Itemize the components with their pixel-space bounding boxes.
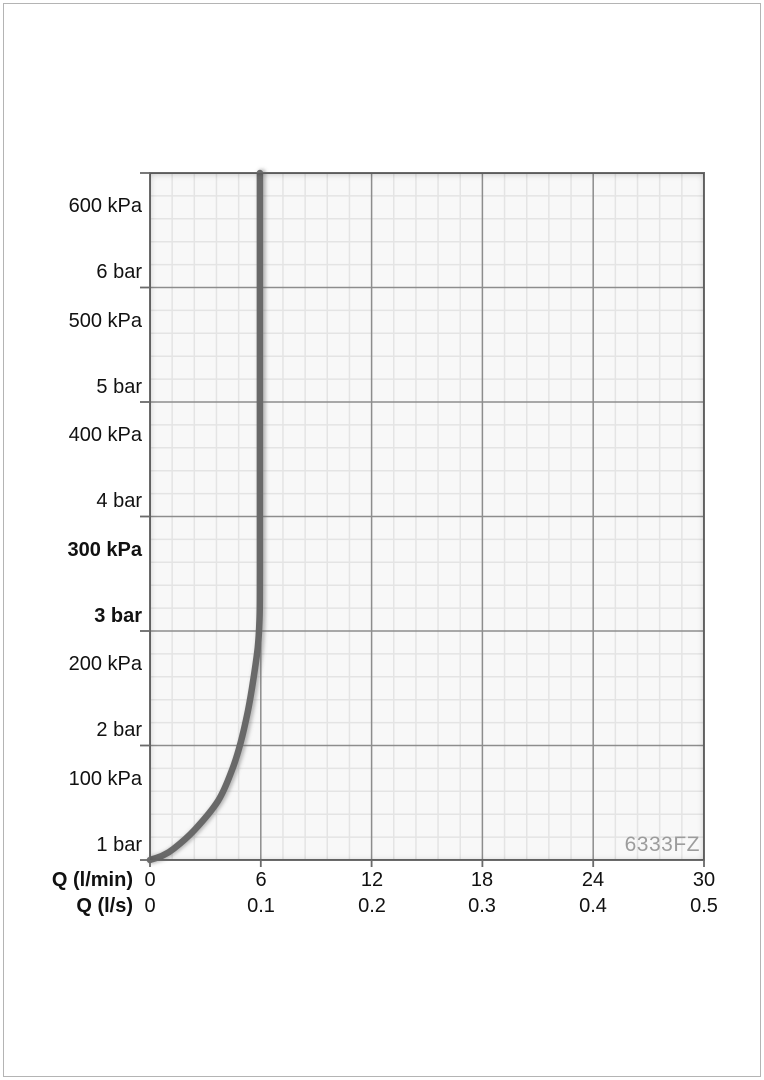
y-tick-kpa-label: 300 kPa [67,539,142,561]
x-tick-ls-01: 0.1 [247,895,275,917]
y-tick-bar-label: 4 bar [96,490,142,512]
y-tick-bar-label: 2 bar [96,719,142,741]
x-tick-lmin-18: 18 [470,869,494,891]
x-tick-ls-05: 0.5 [690,895,718,917]
y-tick-300kpa: 300 kPa 3 bar [0,495,142,671]
y-tick-500kpa: 500 kPa 5 bar [0,266,142,442]
x-tick-ls-02: 0.2 [358,895,386,917]
y-tick-200kpa: 200 kPa 2 bar [0,609,142,785]
x-axis-title-ls: Q (l/s) [76,895,133,917]
y-tick-kpa-label: 100 kPa [68,768,142,790]
x-tick-lmin-12: 12 [360,869,384,891]
y-tick-600kpa: 600 kPa 6 bar [0,151,142,327]
x-tick-ls-0: 0 [144,895,156,917]
x-axis-title-lmin: Q (l/min) [51,869,133,891]
x-tick-lmin-24: 24 [581,869,605,891]
x-tick-ls-04: 0.4 [579,895,607,917]
y-tick-kpa-label: 600 kPa [68,195,142,217]
y-tick-bar-label: 3 bar [94,605,142,627]
x-tick-ls-03: 0.3 [468,895,496,917]
product-code-watermark: 6333FZ [624,833,700,856]
y-tick-100kpa: 100 kPa 1 bar [0,724,142,900]
y-tick-bar-label: 6 bar [96,261,142,283]
y-tick-kpa-label: 500 kPa [68,310,142,332]
y-tick-400kpa: 400 kPa 4 bar [0,380,142,556]
x-tick-lmin-0: 0 [144,869,156,891]
x-tick-lmin-6: 6 [255,869,267,891]
y-tick-kpa-label: 200 kPa [68,653,142,675]
y-tick-bar-label: 1 bar [96,834,142,856]
y-tick-bar-label: 5 bar [96,376,142,398]
x-tick-lmin-30: 30 [692,869,716,891]
y-tick-kpa-label: 400 kPa [68,424,142,446]
